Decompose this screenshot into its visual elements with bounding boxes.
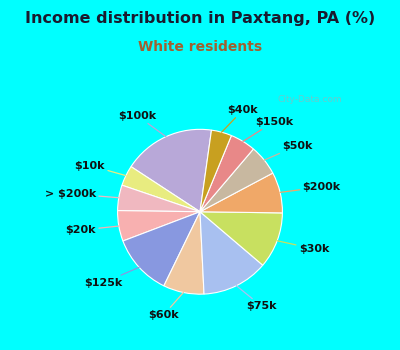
Wedge shape	[118, 211, 200, 241]
Wedge shape	[200, 173, 282, 213]
Text: $30k: $30k	[277, 241, 329, 254]
Wedge shape	[200, 135, 254, 212]
Text: $10k: $10k	[75, 161, 126, 176]
Text: $100k: $100k	[118, 111, 166, 137]
Wedge shape	[131, 130, 212, 212]
Text: $200k: $200k	[280, 182, 341, 192]
Wedge shape	[118, 185, 200, 212]
Text: White residents: White residents	[138, 40, 262, 54]
Text: City-Data.com: City-Data.com	[278, 95, 342, 104]
Text: $150k: $150k	[243, 117, 293, 141]
Text: $75k: $75k	[236, 286, 277, 312]
Text: $20k: $20k	[66, 225, 119, 235]
Text: $60k: $60k	[148, 293, 184, 320]
Wedge shape	[200, 149, 273, 212]
Text: > $200k: > $200k	[45, 189, 119, 199]
Text: $125k: $125k	[84, 267, 139, 288]
Wedge shape	[200, 130, 232, 212]
Wedge shape	[123, 212, 200, 286]
Wedge shape	[164, 212, 204, 294]
Wedge shape	[122, 167, 200, 212]
Text: $50k: $50k	[264, 141, 312, 160]
Text: Income distribution in Paxtang, PA (%): Income distribution in Paxtang, PA (%)	[25, 10, 375, 26]
Wedge shape	[200, 212, 263, 294]
Wedge shape	[200, 212, 282, 265]
Text: $40k: $40k	[222, 105, 258, 132]
